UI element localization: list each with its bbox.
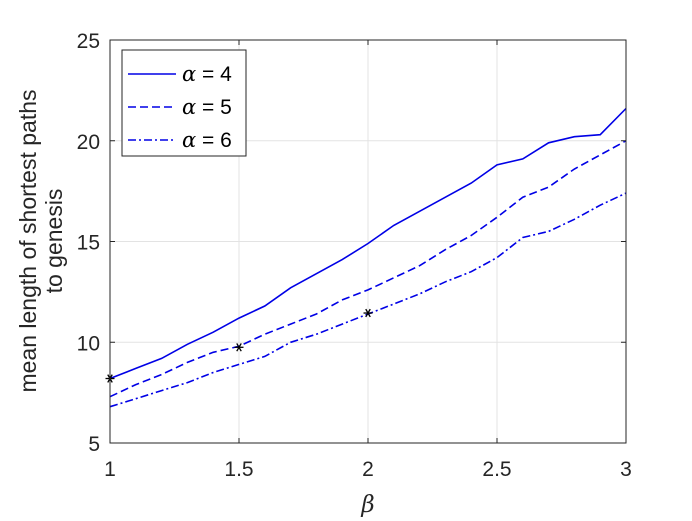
asterisk-marker-3 bbox=[363, 308, 373, 318]
x-tick-label: 2 bbox=[362, 458, 374, 481]
x-tick-label: 1 bbox=[104, 458, 116, 481]
y-tick-label: 15 bbox=[77, 232, 100, 255]
y-axis-label-line2: to genesis bbox=[41, 189, 67, 294]
y-tick-label: 10 bbox=[77, 332, 100, 355]
y-tick-label: 5 bbox=[88, 433, 100, 456]
legend-label-3: α = 6 bbox=[182, 128, 232, 152]
series-line-1 bbox=[109, 107, 627, 380]
legend-label-1: α = 4 bbox=[182, 62, 232, 86]
legend-box bbox=[121, 49, 247, 157]
legend-item-1: α = 4 bbox=[128, 62, 232, 86]
y-tick-label: 25 bbox=[77, 30, 100, 53]
x-axis-label: β bbox=[360, 492, 374, 518]
legend: α = 4 α = 5 α = 6 bbox=[121, 49, 247, 157]
y-tick-label: 20 bbox=[77, 131, 100, 154]
x-tick-label: 1.5 bbox=[224, 458, 253, 481]
asterisk-marker-2 bbox=[234, 343, 244, 352]
legend-item-2: α = 5 bbox=[128, 95, 232, 119]
legend-item-3: α = 6 bbox=[128, 128, 232, 152]
series-line-2 bbox=[109, 140, 627, 398]
axis-ticks bbox=[109, 39, 627, 444]
tick-labels: 1 1.5 2 2.5 3 5 10 15 20 25 bbox=[77, 30, 632, 481]
y-axis-label-line1: mean length of shortest paths bbox=[15, 89, 41, 392]
x-tick-label: 3 bbox=[620, 458, 632, 481]
x-tick-label: 2.5 bbox=[482, 458, 511, 481]
legend-label-2: α = 5 bbox=[182, 95, 232, 119]
